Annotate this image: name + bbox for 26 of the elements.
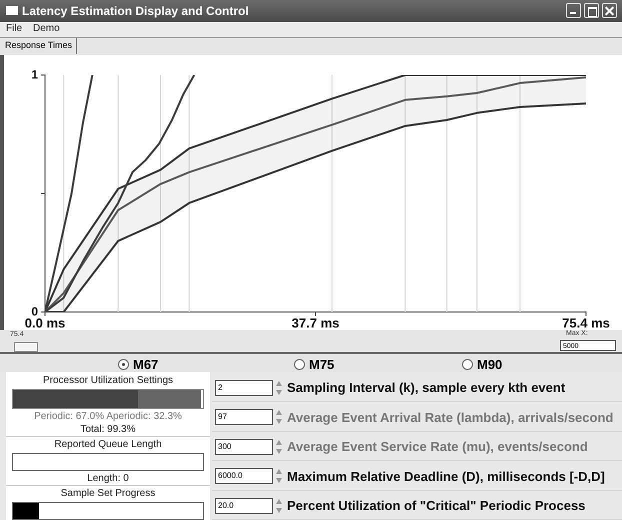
text: M67 — [133, 357, 158, 372]
text: Demo — [33, 23, 60, 34]
text: M90 — [477, 357, 502, 372]
text: Periodic: 67.0% Aperiodic: 32.3% — [33, 411, 183, 422]
x-tick-label: 37.7 ms — [292, 315, 340, 330]
text: Percent Utilization of "Critical" Periodic Process — [287, 498, 586, 513]
text: Average Event Arrival Rate (lambda), arrivals/second — [287, 410, 614, 424]
text: Average Event Service Rate (mu), events/second — [287, 439, 588, 454]
text: Total: 99.3% — [6, 424, 210, 437]
text: Length: 0 — [6, 473, 210, 486]
text: Sample Set Progress — [60, 488, 156, 499]
x-tick-label: 75.4 ms — [562, 315, 610, 330]
text: 2 — [215, 380, 273, 396]
text: 97 — [215, 409, 273, 425]
y-tick-label: 1 — [31, 67, 38, 82]
text: 6000.0 — [215, 468, 273, 484]
text: Processor Utilization Settings — [42, 375, 174, 386]
chart-title: Latency Estimation Display and Control — [22, 4, 249, 18]
text: M75 — [309, 357, 334, 372]
text: Reported Queue Length — [53, 439, 163, 450]
text: Sampling Interval (k), sample every kth event — [287, 380, 566, 395]
text: File — [6, 23, 22, 34]
text: Maximum Relative Deadline (D), milliseconds [-D,D] — [287, 468, 605, 484]
text: 300 — [215, 438, 273, 454]
text: Response Times — [1, 38, 78, 54]
text: 20.0 — [215, 498, 273, 514]
